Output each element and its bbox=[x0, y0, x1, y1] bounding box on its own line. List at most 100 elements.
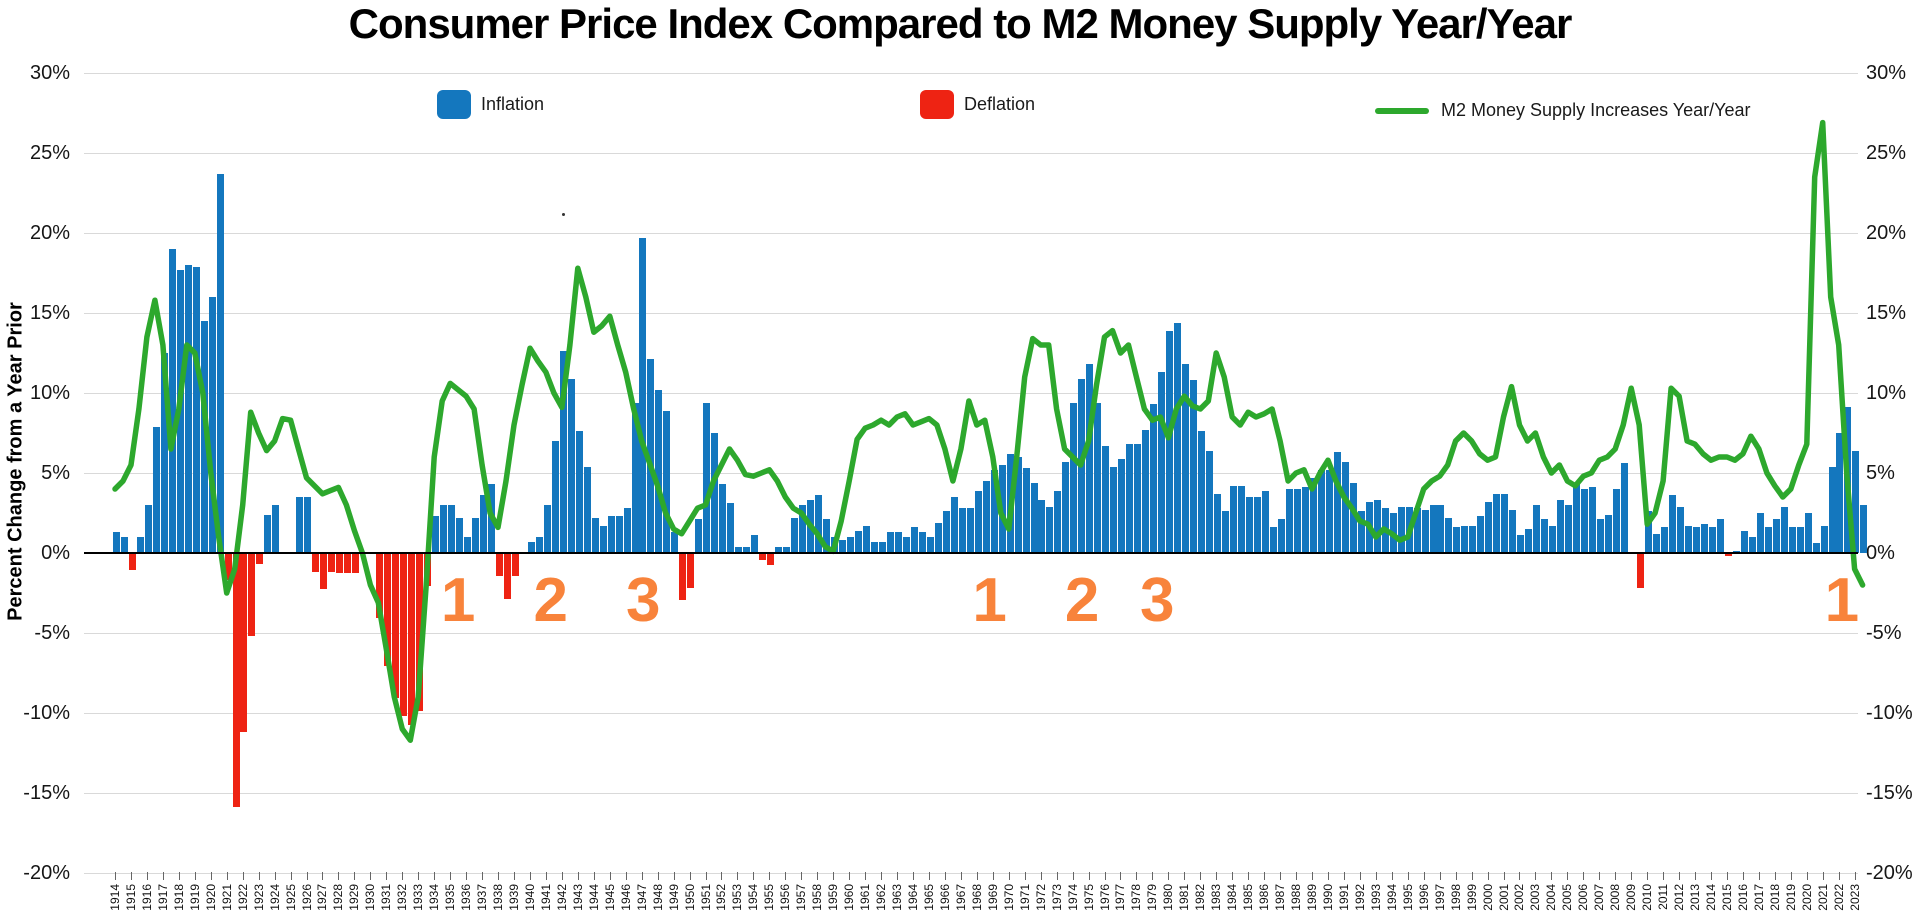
inflation-bar bbox=[1421, 509, 1429, 553]
inflation-bar bbox=[1134, 444, 1142, 553]
deflation-swatch-icon bbox=[920, 90, 954, 119]
gridline-5 bbox=[84, 473, 1858, 474]
inflation-bar bbox=[304, 497, 312, 553]
inflation-bar bbox=[918, 532, 926, 553]
inflation-bar bbox=[807, 500, 815, 553]
x-label-1958: 1958 bbox=[810, 884, 825, 911]
x-label-1957: 1957 bbox=[794, 884, 809, 911]
x-tick-1985 bbox=[1248, 872, 1250, 880]
inflation-bar bbox=[1206, 450, 1214, 553]
y-tick-left-10: 10% bbox=[29, 382, 70, 404]
x-tick-1981 bbox=[1184, 872, 1186, 880]
deflation-bar bbox=[495, 554, 503, 577]
x-tick-1934 bbox=[434, 872, 436, 880]
x-tick-1939 bbox=[514, 872, 515, 880]
gridline-20 bbox=[84, 233, 1858, 234]
inflation-bar bbox=[791, 517, 799, 553]
annotation-6-label-3: 3 bbox=[1139, 566, 1175, 635]
x-label-1980: 1980 bbox=[1161, 884, 1176, 911]
inflation-bar bbox=[1525, 529, 1533, 553]
x-tick-1924 bbox=[274, 872, 276, 880]
x-tick-1931 bbox=[386, 872, 388, 880]
x-tick-2002 bbox=[1519, 872, 1521, 880]
x-label-2011: 2011 bbox=[1656, 884, 1671, 910]
inflation-bar bbox=[1788, 527, 1796, 553]
inflation-bar bbox=[639, 237, 647, 553]
x-tick-1927 bbox=[322, 872, 324, 880]
inflation-bar bbox=[990, 469, 998, 553]
x-label-1942: 1942 bbox=[554, 884, 569, 911]
x-label-1988: 1988 bbox=[1289, 884, 1304, 911]
inflation-bar bbox=[1046, 506, 1054, 553]
x-label-1999: 1999 bbox=[1464, 884, 1479, 911]
inflation-bar bbox=[998, 465, 1006, 553]
inflation-bar bbox=[152, 426, 160, 553]
x-label-1919: 1919 bbox=[187, 884, 202, 911]
x-label-1940: 1940 bbox=[522, 884, 537, 911]
deflation-bar bbox=[320, 554, 328, 590]
inflation-bar bbox=[1852, 450, 1860, 553]
inflation-bar bbox=[1453, 527, 1461, 553]
annotation-2-label-2: 2 bbox=[533, 566, 568, 635]
inflation-bar bbox=[567, 378, 575, 553]
gridline-25 bbox=[84, 153, 1858, 154]
gridline-15 bbox=[84, 313, 1858, 314]
x-tick-1916 bbox=[146, 872, 148, 880]
legend-label-deflation: Deflation bbox=[964, 94, 1036, 114]
y-axis-label: Percent Change from a Year Prior bbox=[4, 302, 27, 621]
inflation-bar bbox=[671, 532, 679, 553]
x-tick-1957 bbox=[801, 872, 803, 880]
inflation-bar bbox=[711, 433, 719, 553]
zero-baseline bbox=[84, 552, 1858, 554]
x-tick-1951 bbox=[705, 872, 707, 880]
y-tick-left-15: 15% bbox=[29, 302, 70, 324]
x-label-1927: 1927 bbox=[315, 884, 330, 911]
x-label-1929: 1929 bbox=[347, 884, 362, 911]
y-tick-right--10: -10% bbox=[1866, 702, 1913, 724]
inflation-bar bbox=[647, 359, 655, 553]
x-tick-1960 bbox=[849, 872, 851, 880]
x-label-1946: 1946 bbox=[618, 884, 633, 911]
x-tick-1982 bbox=[1200, 872, 1202, 880]
inflation-bar bbox=[719, 484, 727, 553]
x-tick-2017 bbox=[1758, 872, 1760, 880]
x-label-2006: 2006 bbox=[1576, 884, 1591, 911]
x-label-1928: 1928 bbox=[331, 884, 346, 911]
inflation-bar bbox=[447, 505, 455, 553]
inflation-bar bbox=[1253, 497, 1261, 553]
inflation-bar bbox=[1557, 500, 1565, 553]
inflation-bar bbox=[1293, 489, 1301, 553]
x-label-1955: 1955 bbox=[762, 884, 777, 911]
x-label-1989: 1989 bbox=[1305, 884, 1319, 911]
x-label-1986: 1986 bbox=[1257, 884, 1272, 911]
x-tick-1946 bbox=[625, 872, 627, 880]
x-tick-1959 bbox=[833, 872, 835, 880]
inflation-bar bbox=[1166, 330, 1174, 553]
x-label-1917: 1917 bbox=[155, 884, 170, 911]
inflation-bar bbox=[1277, 519, 1285, 553]
deflation-bar bbox=[408, 554, 416, 726]
inflation-bar bbox=[439, 505, 447, 553]
gridline--20 bbox=[84, 873, 1858, 874]
legend-label-inflation: Inflation bbox=[481, 94, 545, 114]
x-label-1935: 1935 bbox=[443, 884, 458, 911]
x-label-2007: 2007 bbox=[1592, 884, 1607, 911]
y-tick-left--15: -15% bbox=[23, 782, 70, 804]
x-label-1931: 1931 bbox=[379, 884, 394, 911]
inflation-bar bbox=[1509, 509, 1517, 553]
inflation-bar bbox=[296, 497, 304, 553]
x-tick-1968 bbox=[976, 872, 978, 880]
gridline--15 bbox=[84, 793, 1858, 794]
x-tick-1986 bbox=[1264, 872, 1266, 880]
inflation-bar bbox=[1748, 537, 1756, 553]
x-tick-2010 bbox=[1647, 872, 1649, 880]
deflation-bar bbox=[424, 554, 432, 586]
x-tick-2022 bbox=[1838, 872, 1840, 880]
x-label-2019: 2019 bbox=[1783, 884, 1798, 911]
x-tick-1956 bbox=[785, 872, 787, 880]
y-tick-right--5: -5% bbox=[1866, 622, 1902, 644]
deflation-bar bbox=[416, 554, 424, 711]
inflation-bar bbox=[591, 517, 599, 553]
inflation-bar bbox=[655, 389, 663, 553]
